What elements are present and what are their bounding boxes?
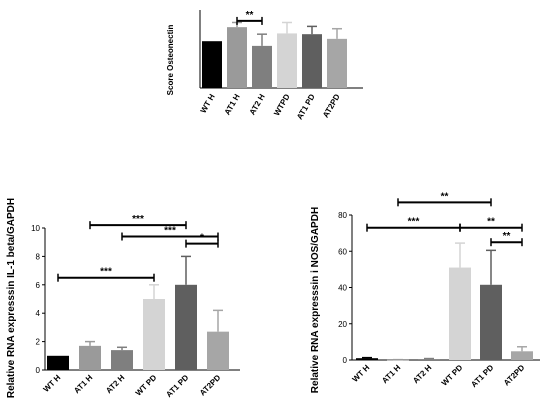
y-tick-label: 80 <box>338 211 347 220</box>
y-tick-label: 0 <box>343 356 348 365</box>
bar-wt-h <box>47 355 69 370</box>
y-tick-label: 10 <box>31 224 40 233</box>
y-axis-label: Score Osteonectin <box>166 25 175 96</box>
bar-at2-h <box>418 359 440 360</box>
significance-label: *** <box>408 217 420 228</box>
x-tick-label: AT2PD <box>321 92 342 119</box>
bar-at2pd <box>207 331 229 370</box>
bar-at1-pd <box>480 284 502 360</box>
bar-wt-pd <box>449 267 471 360</box>
x-tick-label: AT1 PD <box>164 373 190 399</box>
y-tick-label: 0 <box>36 366 41 375</box>
bar-at1-pd <box>302 34 322 88</box>
y-axis-label: Relative RNA expresssin i NOS/GAPDH <box>310 207 321 393</box>
x-tick-label: AT1 H <box>72 373 94 395</box>
y-tick-label: 60 <box>338 247 347 256</box>
x-tick-label: WTPD <box>272 92 292 117</box>
x-tick-label: AT1 PD <box>295 92 317 121</box>
y-axis-label: Relative RNA expresssin IL-1 beta/GAPDH <box>6 198 17 398</box>
significance-label: *** <box>132 214 144 225</box>
bar-wt-pd <box>143 299 165 370</box>
significance-label: *** <box>164 226 176 237</box>
x-tick-label: AT2 H <box>248 92 267 116</box>
bar-at2-h <box>252 45 272 88</box>
x-tick-label: AT2PD <box>198 373 223 398</box>
bar-wt-h <box>356 358 378 360</box>
chart-panel-2: 0 2 4 6 8 10 Relative RNA expresssin IL-1 beta… <box>6 198 240 399</box>
bar-wt-h <box>202 41 222 88</box>
y-tick-label: 2 <box>36 338 41 347</box>
x-tick-label: AT1 H <box>380 363 402 385</box>
bar-at2pd <box>511 351 533 360</box>
x-tick-label: WT H <box>199 92 217 114</box>
chart-panel-1: Score Osteonectin WT H AT1 H AT2 H WTPD AT1 P… <box>166 10 363 121</box>
significance-label: ** <box>503 231 511 242</box>
x-tick-label: AT2PD <box>502 363 527 388</box>
significance-label: ** <box>441 191 449 202</box>
bar-at1-pd <box>175 284 197 370</box>
significance-label: * <box>200 233 204 244</box>
bar-at2pd <box>327 38 347 88</box>
bar-wtpd <box>277 33 297 88</box>
bar-at2-h <box>111 350 133 370</box>
significance-label: ** <box>487 217 495 228</box>
chart-panel-3: 0 20 40 60 80 Relative RNA expresssin i NOS/G… <box>310 191 540 393</box>
x-tick-label: WT PD <box>440 363 465 388</box>
y-tick-label: 4 <box>36 309 41 318</box>
significance-label: *** <box>100 267 112 278</box>
x-tick-label: AT2 H <box>104 373 126 395</box>
significance-label: ** <box>246 10 254 21</box>
y-tick-label: 40 <box>338 284 347 293</box>
x-tick-label: AT2 H <box>411 363 433 385</box>
bar-at1-h <box>227 27 247 88</box>
x-tick-label: WT PD <box>134 373 159 398</box>
y-tick-label: 20 <box>338 320 347 329</box>
x-tick-label: WT H <box>351 363 372 384</box>
bar-at1-h <box>79 345 101 370</box>
x-tick-label: AT1 H <box>223 92 242 116</box>
y-tick-label: 6 <box>36 281 41 290</box>
x-tick-label: AT1 PD <box>469 363 495 389</box>
y-tick-label: 8 <box>36 252 41 261</box>
x-tick-label: WT H <box>42 373 63 394</box>
